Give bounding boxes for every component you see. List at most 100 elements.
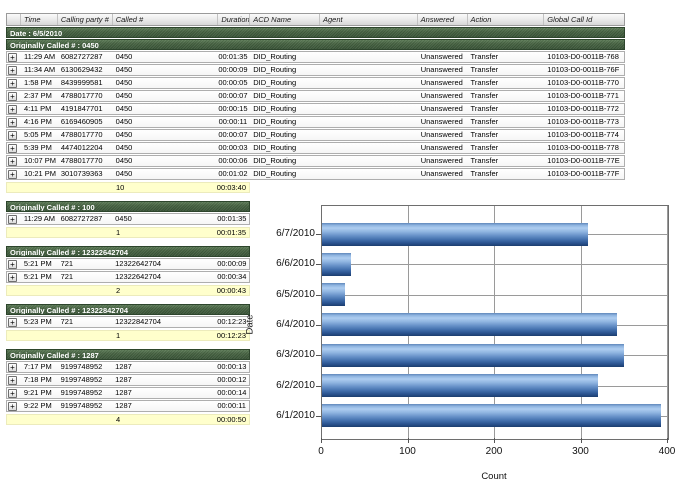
cell-answered: Unanswered — [420, 91, 463, 100]
expand-row-button[interactable]: + — [8, 273, 17, 282]
table-row: +2:37 PM 4788017770 0450 00:00:07 DID_Routin… — [6, 90, 625, 102]
expand-row-button[interactable]: + — [8, 131, 17, 140]
expand-row-button[interactable]: + — [8, 105, 17, 114]
expand-row-button[interactable]: + — [8, 215, 17, 224]
column-header-action[interactable]: Action — [468, 14, 545, 25]
cell-calling-party: 3010739363 — [60, 169, 103, 178]
cell-expand: + — [7, 388, 21, 398]
expand-row-button[interactable]: + — [8, 389, 17, 398]
cell-duration: 00:00:07 — [218, 130, 248, 139]
cell-action: Transfer — [470, 65, 499, 74]
summary-total-duration: 00:12:23 — [216, 331, 246, 340]
cell-calling-party: 721 — [60, 272, 74, 281]
expand-row-button[interactable]: + — [8, 92, 17, 101]
cell-answered: Unanswered — [420, 52, 463, 61]
group-header: Originally Called # : 12322842704 — [6, 304, 250, 315]
cell-acd-name: DID_Routing — [253, 169, 297, 178]
expand-row-button[interactable]: + — [8, 376, 17, 385]
table-row: +7:17 PM 9199748952 1287 00:00:13 — [6, 361, 250, 373]
chart-bar — [322, 374, 598, 397]
chart-category-label: 6/2/2010 — [276, 379, 315, 391]
cell-called: 0450 — [115, 156, 133, 165]
cell-expand: + — [7, 156, 21, 166]
table-row: +11:29 AM 6082727287 0450 00:01:35 — [6, 213, 250, 225]
cell-global-call-id: 10103-D0-0011B-76F — [547, 65, 620, 74]
group-section: Originally Called # : 100 +11:29 AM 608272… — [6, 201, 250, 238]
cell-duration: 00:00:09 — [217, 259, 247, 268]
cell-called: 12322642704 — [115, 272, 162, 281]
cell-acd-name: DID_Routing — [253, 156, 297, 165]
cell-called: 0450 — [115, 78, 133, 87]
cell-action: Transfer — [470, 169, 499, 178]
chart-x-tick — [667, 438, 668, 443]
column-header-duration[interactable]: Duration — [218, 14, 251, 25]
cell-acd-name: DID_Routing — [253, 65, 297, 74]
cell-global-call-id: 10103-D0-0011B-774 — [547, 130, 619, 139]
chart-category-label: 6/3/2010 — [276, 349, 315, 361]
table-row: +1:58 PM 8439999581 0450 00:00:05 DID_Routin… — [6, 77, 625, 89]
expand-row-button[interactable]: + — [8, 170, 17, 179]
chart-x-tick — [321, 438, 322, 443]
column-header-expand[interactable] — [7, 14, 21, 25]
cell-expand: + — [7, 259, 21, 269]
column-header-agent[interactable]: Agent — [320, 14, 418, 25]
expand-row-button[interactable]: + — [8, 66, 17, 75]
cell-agent — [320, 143, 418, 153]
table-row: +9:22 PM 9199748952 1287 00:00:11 — [6, 400, 250, 412]
cell-action: Transfer — [470, 52, 499, 61]
report-table: Time Calling party # Called # Duration ACD N… — [6, 13, 625, 425]
column-header-time[interactable]: Time — [21, 14, 58, 25]
chart-y-tick — [316, 264, 321, 266]
expand-row-button[interactable]: + — [8, 79, 17, 88]
expand-row-button[interactable]: + — [8, 157, 17, 166]
column-header-global-call-id[interactable]: Global Call Id — [547, 15, 593, 24]
cell-answered: Unanswered — [420, 78, 463, 87]
expand-row-button[interactable]: + — [8, 402, 17, 411]
cell-time: 1:58 PM — [23, 78, 52, 87]
chart-gridline-horizontal — [321, 264, 667, 266]
chart-bar — [322, 252, 351, 276]
cell-calling-party: 4788017770 — [60, 91, 103, 100]
cell-called: 0450 — [115, 104, 133, 113]
expand-row-button[interactable]: + — [8, 363, 17, 372]
cell-global-call-id: 10103-D0-0011B-778 — [547, 143, 619, 152]
cell-answered: Unanswered — [420, 104, 463, 113]
group-summary-row: 4 00:00:50 — [6, 414, 250, 425]
column-header-calling-party[interactable]: Calling party # — [58, 14, 113, 25]
cell-answered: Unanswered — [420, 130, 463, 139]
cell-time: 5:21 PM — [23, 259, 52, 268]
cell-duration: 00:00:15 — [218, 104, 248, 113]
cell-called: 12322842704 — [115, 317, 162, 326]
chart-category-label: 6/5/2010 — [276, 288, 315, 300]
cell-expand: + — [7, 91, 21, 101]
cell-answered: Unanswered — [420, 65, 463, 74]
cell-calling-party: 6082727287 — [60, 214, 103, 223]
cell-called: 1287 — [115, 401, 132, 410]
cell-duration: 00:12:23 — [217, 317, 247, 326]
expand-row-button[interactable]: + — [8, 53, 17, 62]
cell-expand: + — [7, 401, 21, 411]
column-header-acd-name[interactable]: ACD Name — [250, 14, 320, 25]
chart-category-label: 6/1/2010 — [276, 409, 315, 421]
column-header-answered[interactable]: Answered — [418, 14, 468, 25]
chart-bar — [322, 222, 588, 246]
expand-row-button[interactable]: + — [8, 144, 17, 153]
cell-calling-party: 4191847701 — [60, 104, 103, 113]
table-row: +11:29 AM 6082727287 0450 00:01:35 DID_Routi… — [6, 51, 625, 63]
table-row: +5:21 PM 721 12322642704 00:00:09 — [6, 258, 250, 270]
chart-x-tick-label: 400 — [658, 446, 676, 457]
cell-answered: Unanswered — [420, 156, 463, 165]
grid-column-header-row: Time Calling party # Called # Duration ACD N… — [6, 13, 625, 26]
table-row: +5:39 PM 4474012204 0450 00:00:03 DID_Routin… — [6, 142, 625, 154]
chart-x-tick — [407, 438, 409, 443]
chart-plot-area — [321, 205, 669, 440]
column-header-called[interactable]: Called # — [113, 14, 219, 25]
expand-row-button[interactable]: + — [8, 260, 17, 269]
table-row: +5:21 PM 721 12322642704 00:00:34 — [6, 271, 250, 283]
cell-calling-party: 9199748952 — [60, 401, 103, 410]
cell-action: Transfer — [470, 117, 499, 126]
expand-row-button[interactable]: + — [8, 318, 17, 327]
cell-time: 7:17 PM — [23, 362, 52, 371]
expand-row-button[interactable]: + — [8, 118, 17, 127]
cell-called: 0450 — [115, 65, 133, 74]
